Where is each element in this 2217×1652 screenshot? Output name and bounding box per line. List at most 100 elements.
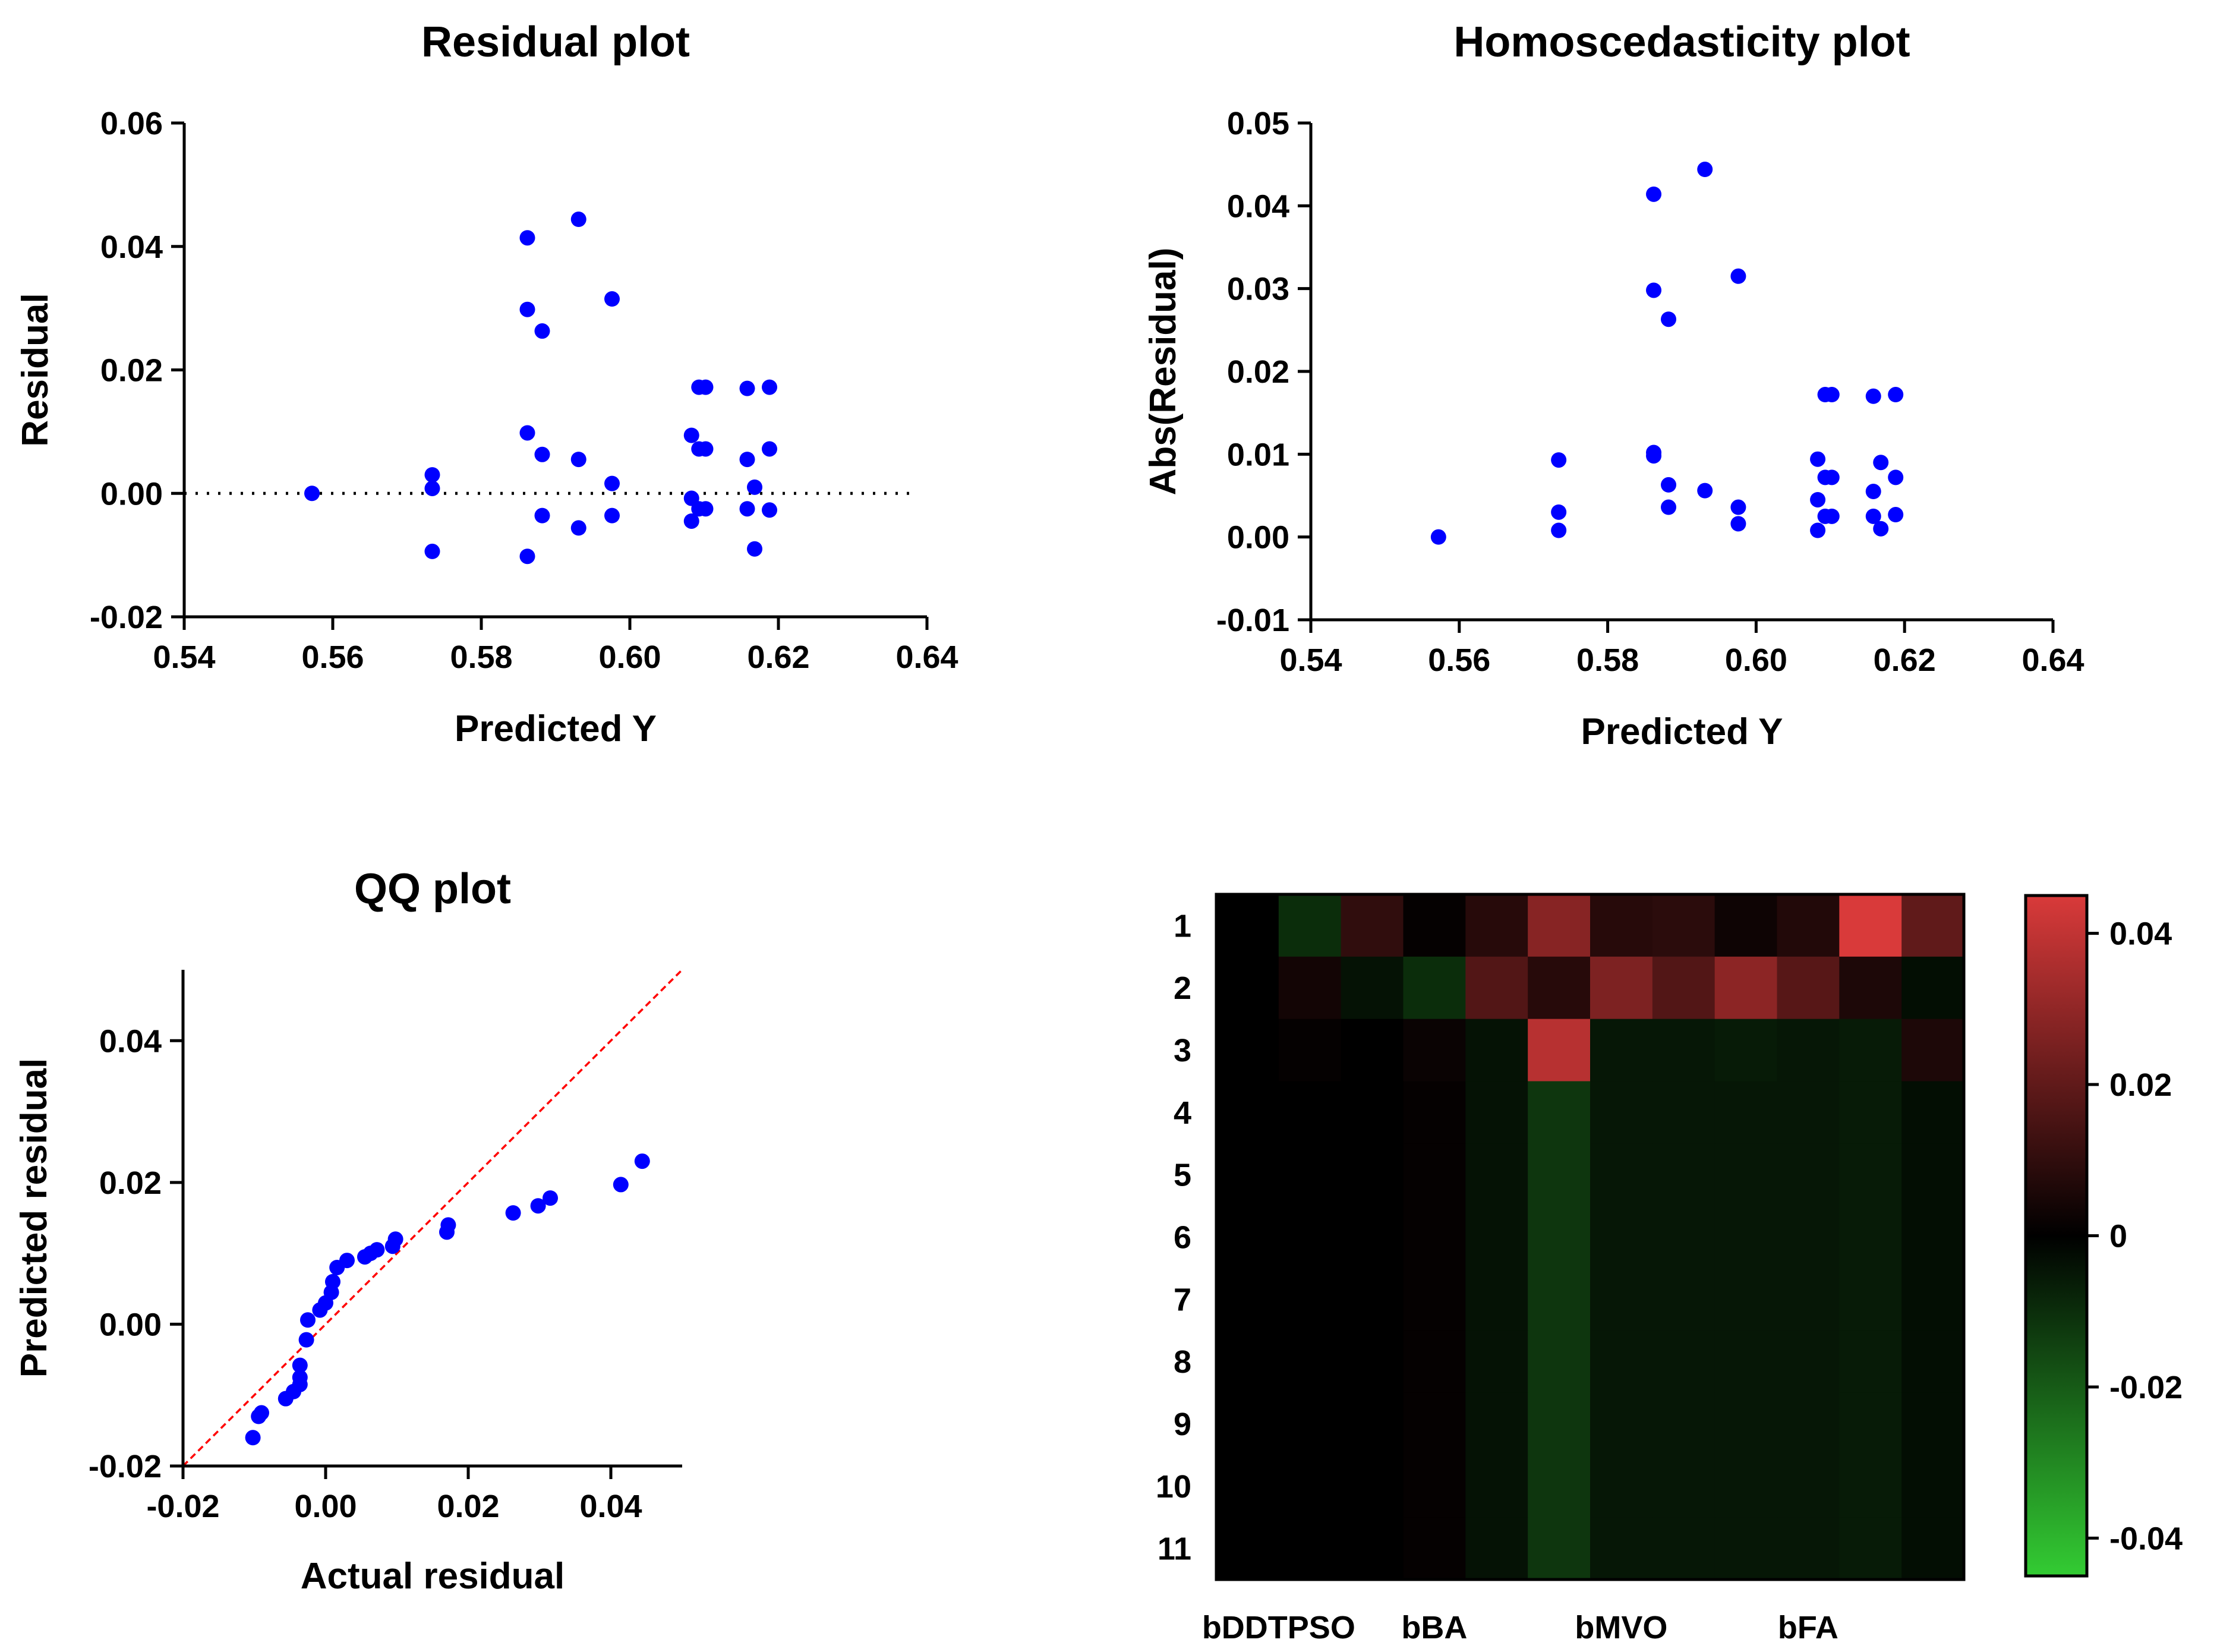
homoscedasticity-data-point — [1865, 508, 1881, 524]
residual-data-point — [698, 379, 714, 395]
qq-x-axis-label: Actual residual — [301, 1556, 565, 1597]
heatmap-cell — [1652, 1143, 1715, 1206]
heatmap-cell — [1278, 1330, 1342, 1394]
heatmap-cell — [1278, 1019, 1342, 1082]
heatmap-cell — [1839, 1081, 1902, 1144]
qq-data-point — [292, 1357, 308, 1373]
homoscedasticity-y-tick-label: 0.04 — [1227, 188, 1289, 224]
heatmap-cell — [1901, 1206, 1964, 1269]
heatmap-cell — [1465, 956, 1528, 1020]
homoscedasticity-data-point — [1810, 491, 1826, 507]
heatmap-cell — [1901, 1392, 1964, 1455]
residual-data-point — [762, 502, 777, 518]
heatmap-cell — [1528, 894, 1591, 957]
heatmap-cell — [1216, 1206, 1279, 1269]
heatmap-cell — [1652, 1330, 1715, 1394]
qq-x-tick-label: 0.00 — [294, 1489, 357, 1524]
residual-data-point — [739, 380, 755, 396]
heatmap-cell — [1590, 1517, 1653, 1580]
heatmap-cell — [1714, 1143, 1778, 1206]
heatmap-cell — [1652, 1268, 1715, 1331]
heatmap-cell — [1403, 1455, 1466, 1518]
heatmap-row-label: 4 — [1174, 1095, 1191, 1131]
heatmap-cell — [1403, 1143, 1466, 1206]
heatmap-cell — [1652, 1019, 1715, 1082]
colorbar — [2024, 894, 2089, 1578]
residual-x-tick-label: 0.64 — [895, 639, 958, 675]
heatmap-cell — [1528, 1392, 1591, 1455]
heatmap-cell — [1465, 1455, 1528, 1518]
residual-data-point — [519, 230, 535, 246]
residual-data-point — [519, 425, 535, 441]
heatmap-row-label: 10 — [1156, 1469, 1191, 1505]
residual-data-point — [424, 467, 440, 483]
heatmap-frame — [1215, 893, 1966, 1581]
heatmap-row-label: 2 — [1174, 970, 1191, 1006]
heatmap-cell — [1216, 894, 1279, 957]
heatmap-cell — [1278, 1517, 1342, 1580]
homoscedasticity-x-tick-label: 0.62 — [1874, 642, 1936, 678]
heatmap-cell — [1590, 894, 1653, 957]
heatmap-cell — [1528, 1455, 1591, 1518]
homoscedasticity-data-point — [1810, 522, 1826, 538]
heatmap-cell — [1839, 1330, 1902, 1394]
homoscedasticity-title: Homoscedasticity plot — [1453, 18, 1910, 66]
heatmap-cell — [1777, 1268, 1840, 1331]
residual-x-tick-label: 0.62 — [747, 639, 809, 675]
heatmap-cell — [1216, 1143, 1279, 1206]
heatmap-cell — [1341, 1330, 1404, 1394]
homoscedasticity-data-point — [1430, 529, 1446, 545]
heatmap-cell — [1278, 1143, 1342, 1206]
residual-data-point — [747, 479, 762, 495]
qq-data-point — [543, 1190, 558, 1206]
heatmap-cell — [1714, 1206, 1778, 1269]
heatmap-row-label: 3 — [1174, 1033, 1191, 1068]
qq-y-tick-label: -0.02 — [89, 1449, 162, 1484]
residual-data-point — [304, 485, 320, 502]
heatmap-cell — [1528, 1143, 1591, 1206]
qq-y-tick-label: 0.04 — [99, 1023, 162, 1059]
heatmap-cell — [1528, 1517, 1591, 1580]
qq-data-point — [292, 1369, 308, 1385]
heatmap-cell — [1839, 894, 1902, 957]
homoscedasticity-data-point — [1697, 162, 1713, 178]
residual-data-point — [570, 520, 586, 536]
heatmap-cell — [1341, 956, 1404, 1020]
heatmap-cell — [1901, 1019, 1964, 1082]
heatmap-cell — [1465, 1268, 1528, 1331]
homoscedasticity-data-point — [1551, 504, 1567, 520]
heatmap-cell — [1216, 956, 1279, 1020]
residual-y-tick-label: 0.04 — [100, 229, 163, 265]
heatmap-cell — [1777, 1143, 1840, 1206]
qq-data-point — [530, 1198, 546, 1214]
qq-data-point — [387, 1231, 403, 1247]
heatmap-cell — [1714, 1081, 1778, 1144]
homoscedasticity-data-point — [1824, 469, 1840, 485]
homoscedasticity-data-point — [1865, 388, 1881, 404]
heatmap-cell — [1714, 1392, 1778, 1455]
residual-y-tick-label: 0.06 — [100, 106, 163, 141]
residual-x-tick-label: 0.60 — [598, 639, 661, 675]
heatmap-cell — [1528, 956, 1591, 1020]
heatmap-cell — [1278, 1455, 1342, 1518]
homoscedasticity-x-tick-label: 0.56 — [1428, 642, 1490, 678]
heatmap-cell — [1590, 1143, 1653, 1206]
residual-data-point — [739, 501, 755, 517]
homoscedasticity-x-tick-label: 0.64 — [2022, 642, 2084, 678]
homoscedasticity-data-point — [1551, 452, 1567, 468]
homoscedasticity-x-tick-label: 0.54 — [1279, 642, 1342, 678]
heatmap-cell — [1714, 894, 1778, 957]
residual-data-point — [604, 291, 620, 307]
qq-y-tick-label: 0.00 — [99, 1307, 162, 1342]
heatmap-cell — [1341, 1517, 1404, 1580]
heatmap-cell — [1901, 894, 1964, 957]
residual-plot-panel: Residual plot Predicted Y Residual 0.54 0.56… — [15, 18, 958, 749]
residual-data-point — [604, 475, 620, 491]
residual-x-tick-label: 0.58 — [450, 639, 512, 675]
residual-data-point — [519, 548, 535, 565]
heatmap-cell — [1901, 1268, 1964, 1331]
heatmap-cell — [1465, 1143, 1528, 1206]
heatmap-cell — [1465, 1206, 1528, 1269]
heatmap-cell — [1465, 1392, 1528, 1455]
